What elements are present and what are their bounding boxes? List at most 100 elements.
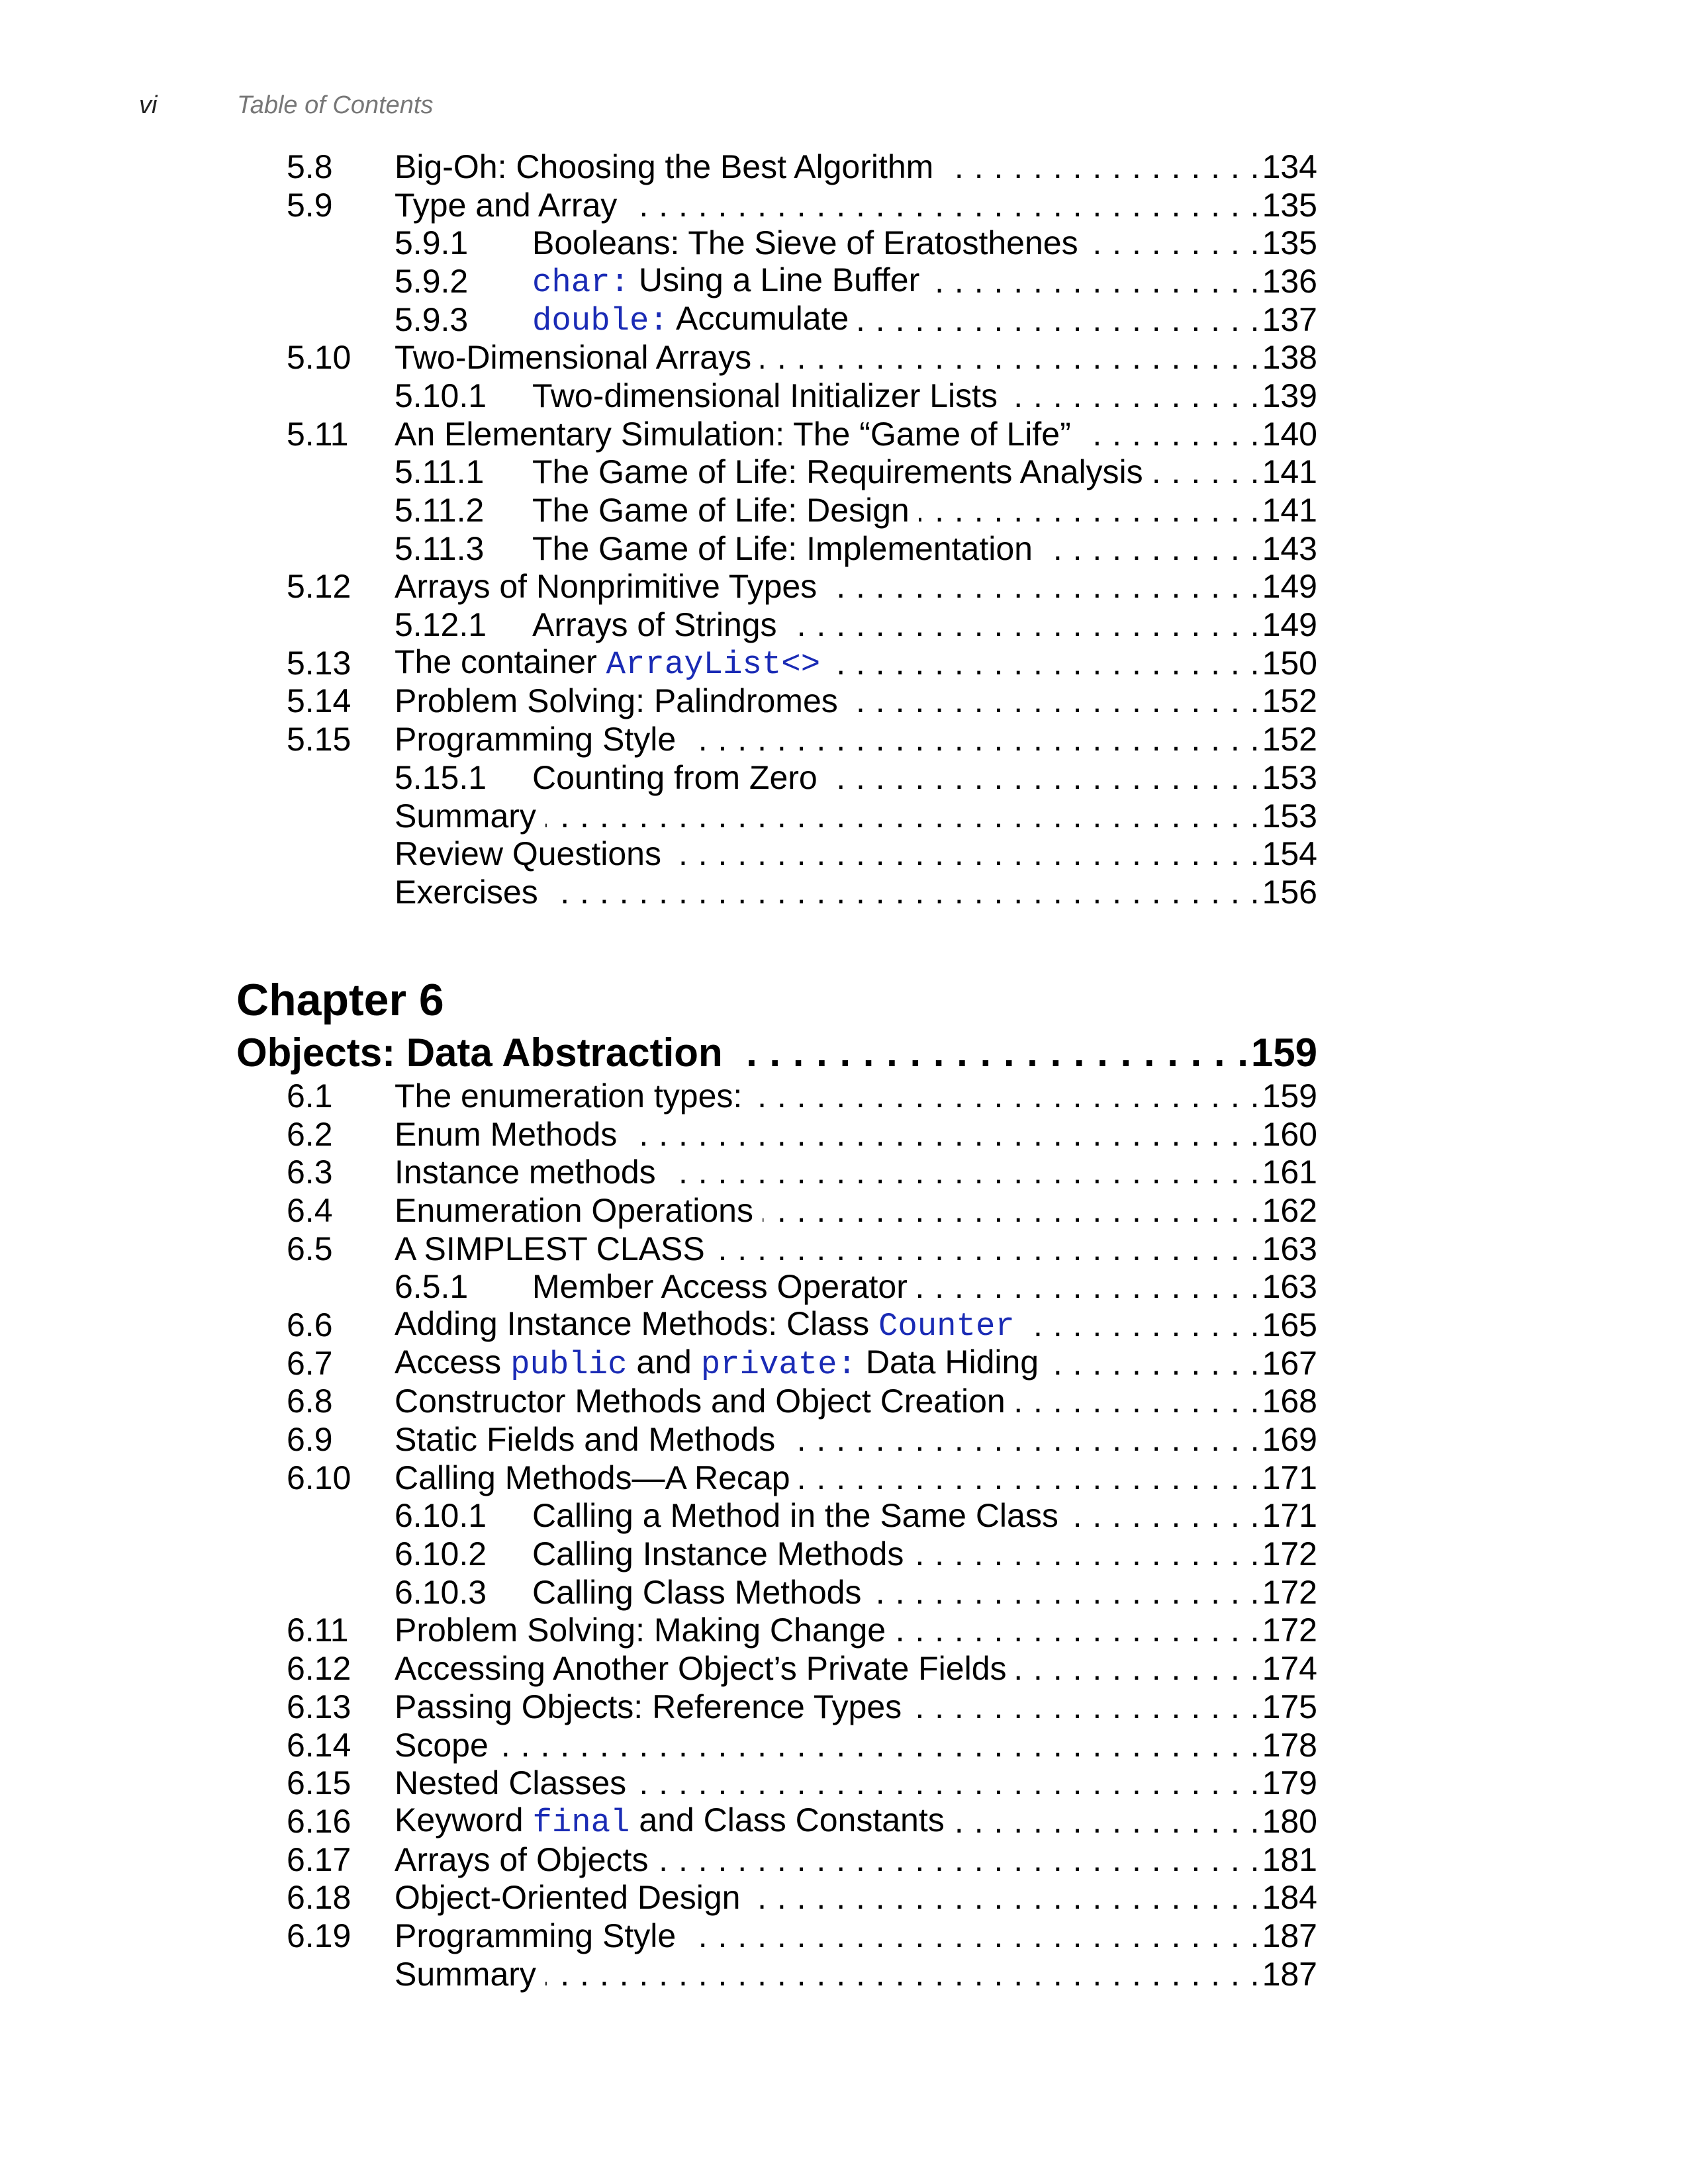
toc-entry[interactable]: 6.18 Object-Oriented Design 184 (287, 1878, 1317, 1917)
section-number: 5.9.3 (395, 300, 469, 338)
section-title: Adding Instance Methods: Class Counter (395, 1304, 1015, 1345)
dot-leader (763, 1191, 1260, 1230)
title-text: Enumeration Operations (395, 1191, 753, 1229)
toc-entry[interactable]: 6.10 Calling Methods—A Recap 171 (287, 1459, 1317, 1497)
section-number: 6.9 (287, 1421, 333, 1459)
toc-entry[interactable]: 6.4 Enumeration Operations 162 (287, 1191, 1317, 1230)
section-title: Programming Style (395, 1917, 676, 1955)
section-title: Type and Array (395, 186, 617, 224)
section-title: Calling Instance Methods (532, 1535, 904, 1573)
dot-leader (917, 1267, 1260, 1306)
toc-entry[interactable]: 5.9 Type and Array 135 (287, 186, 1317, 224)
toc-entry[interactable]: 6.15 Nested Classes 179 (287, 1764, 1317, 1802)
toc-entry[interactable]: 6.5.1 Member Access Operator 163 (287, 1267, 1317, 1306)
entry-body: A SIMPLEST CLASS 163 (395, 1230, 1317, 1268)
dot-leader (800, 1459, 1260, 1497)
toc-entry[interactable]: 5.9.3 double: Accumulate 137 (287, 300, 1317, 340)
toc-entry[interactable]: 5.11 An Elementary Simulation: The “Game … (287, 415, 1317, 453)
section-title: The enumeration types: (395, 1077, 742, 1115)
title-text: Instance methods (395, 1154, 656, 1191)
toc-entry[interactable]: 5.12.1 Arrays of Strings 149 (287, 606, 1317, 644)
toc-entry[interactable]: 5.9.1 Booleans: The Sieve of Eratosthenes… (287, 224, 1317, 262)
section-number: 5.15 (287, 721, 352, 758)
toc-entry[interactable]: 6.8 Constructor Methods and Object Creati… (287, 1383, 1317, 1421)
page-ref: 150 (1262, 644, 1317, 682)
toc-entry[interactable]: 5.12 Arrays of Nonprimitive Types 149 (287, 568, 1317, 606)
toc-entry[interactable]: 6.9 Static Fields and Methods 169 (287, 1420, 1317, 1459)
entry-body: Arrays of Objects 181 (395, 1841, 1317, 1879)
section-number: 6.3 (287, 1154, 333, 1191)
toc-entry[interactable]: 5.14 Problem Solving: Palindromes 152 (287, 682, 1317, 721)
dot-leader (545, 1955, 1260, 1993)
dot-leader (685, 1917, 1259, 1955)
toc-entry[interactable]: 5.11.3 The Game of Life: Implementation 14… (287, 529, 1317, 568)
toc-entry[interactable]: 5.15.1 Counting from Zero 153 (287, 758, 1317, 797)
section-number: 5.13 (287, 644, 352, 682)
title-text: Using a Line Buffer (630, 261, 920, 299)
toc-entry[interactable]: 6.11 Problem Solving: Making Change 172 (287, 1612, 1317, 1650)
page-ref: 143 (1262, 529, 1317, 567)
toc-entry[interactable]: Summary 187 (287, 1955, 1317, 1993)
toc-entry[interactable]: 6.7 Access public and private: Data Hidin… (287, 1343, 1317, 1384)
toc-entry[interactable]: 5.9.2 char: Using a Line Buffer 136 (287, 261, 1317, 301)
section-number: 6.6 (287, 1306, 333, 1343)
section-title: Object-Oriented Design (395, 1878, 740, 1917)
entry-body: Problem Solving: Palindromes 152 (395, 682, 1317, 720)
toc-entry[interactable]: 6.10.3 Calling Class Methods 172 (287, 1573, 1317, 1612)
toc-entry[interactable]: 5.8 Big-Oh: Choosing the Best Algorithm 13… (287, 148, 1317, 186)
entry-body: Enumeration Operations 162 (395, 1191, 1317, 1230)
toc-entry[interactable]: 6.13 Passing Objects: Reference Types 175 (287, 1688, 1317, 1726)
dot-leader (665, 1153, 1260, 1191)
section-number: 5.8 (287, 148, 333, 185)
title-text: Calling Class Methods (532, 1573, 862, 1611)
dot-leader (635, 1764, 1259, 1802)
page-ref: 167 (1262, 1344, 1317, 1382)
toc-entry[interactable]: 6.12 Accessing Another Object’s Private F… (287, 1649, 1317, 1688)
dot-leader (1068, 1496, 1260, 1535)
toc-entry[interactable]: 6.2 Enum Methods 160 (287, 1115, 1317, 1154)
section-number: 5.9.1 (395, 224, 469, 262)
section-title: The Game of Life: Requirements Analysis (532, 453, 1143, 491)
toc-entry[interactable]: 5.13 The container ArrayList<> 150 (287, 643, 1317, 683)
toc-entry[interactable]: 5.15 Programming Style 152 (287, 720, 1317, 758)
code-keyword: private: (700, 1346, 857, 1384)
dot-leader (671, 835, 1260, 873)
page-ref: 137 (1262, 300, 1317, 338)
toc-entry[interactable]: 6.5 A SIMPLEST CLASS 163 (287, 1230, 1317, 1268)
dot-leader (1048, 1344, 1259, 1383)
chapter-entry[interactable]: Objects: Data Abstraction 159 (236, 1029, 1317, 1075)
page-ref: 184 (1262, 1879, 1317, 1917)
section-number: 6.5.1 (395, 1268, 469, 1306)
page-ref: 169 (1262, 1421, 1317, 1459)
toc-entry[interactable]: 6.17 Arrays of Objects 181 (287, 1841, 1317, 1879)
toc-entry[interactable]: 5.10.1 Two-dimensional Initializer Lists 1… (287, 377, 1317, 415)
toc-entry[interactable]: 5.10 Two-Dimensional Arrays 138 (287, 338, 1317, 377)
toc-entry[interactable]: 6.19 Programming Style 187 (287, 1917, 1317, 1955)
toc-entry[interactable]: 6.16 Keyword final and Class Constants 180 (287, 1801, 1317, 1841)
toc-entry[interactable]: Exercises 156 (287, 873, 1317, 911)
title-text: Object-Oriented Design (395, 1879, 741, 1917)
section-number: 5.11.1 (395, 453, 485, 491)
entry-body: Enum Methods 160 (395, 1115, 1317, 1154)
chapter-label: Chapter 6 (236, 975, 444, 1025)
toc-entry[interactable]: 5.11.2 The Game of Life: Design 141 (287, 491, 1317, 529)
page-ref: 172 (1262, 1535, 1317, 1573)
title-text: Passing Objects: Reference Types (395, 1688, 902, 1725)
toc-entry[interactable]: 5.11.1 The Game of Life: Requirements Ana… (287, 453, 1317, 492)
page-ref: 175 (1262, 1688, 1317, 1725)
toc-entry[interactable]: 6.1 The enumeration types: 159 (287, 1077, 1317, 1115)
toc-entry[interactable]: 6.10.1 Calling a Method in the Same Class… (287, 1497, 1317, 1535)
section-title: A SIMPLEST CLASS (395, 1230, 705, 1268)
toc-entry[interactable]: Summary 153 (287, 797, 1317, 835)
toc-entry[interactable]: 6.10.2 Calling Instance Methods 172 (287, 1535, 1317, 1573)
section-title: The Game of Life: Design (532, 491, 910, 529)
toc-entry[interactable]: 6.6 Adding Instance Methods: Class Counte… (287, 1304, 1317, 1345)
toc-entry[interactable]: Review Questions 154 (287, 835, 1317, 873)
title-text: Review Questions (395, 835, 661, 873)
entry-body: Booleans: The Sieve of Eratosthenes 135 (532, 224, 1317, 262)
toc-entry[interactable]: 6.3 Instance methods 161 (287, 1153, 1317, 1191)
toc-entry[interactable]: 6.14 Scope 178 (287, 1726, 1317, 1764)
section-title: Calling a Method in the Same Class (532, 1496, 1058, 1535)
title-text: Calling Methods—A Recap (395, 1459, 790, 1496)
code-keyword: Counter (878, 1308, 1015, 1345)
